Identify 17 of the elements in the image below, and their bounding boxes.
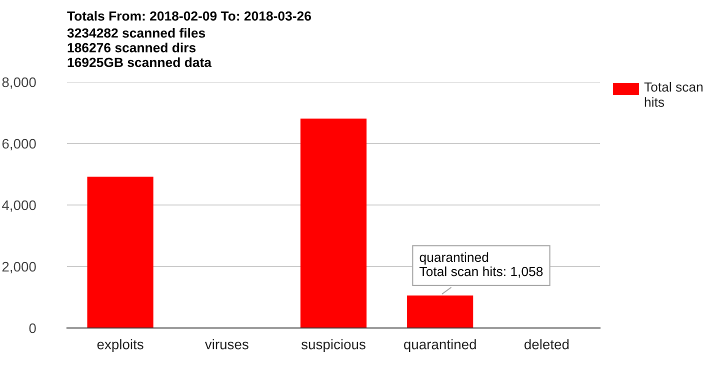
- y-tick-label: 2,000: [2, 262, 36, 274]
- chart-title: Totals From: 2018-02-09 To: 2018-03-26: [67, 11, 311, 21]
- y-tick-label: 4,000: [2, 200, 36, 212]
- y-tick-label: 8,000: [2, 77, 36, 89]
- x-tick-label: suspicious: [301, 339, 366, 352]
- bar: [407, 295, 474, 328]
- legend-label: Total scan hits: [644, 82, 703, 107]
- x-tick-label: quarantined: [404, 339, 476, 352]
- y-tick-label: 0: [29, 323, 36, 334]
- x-tick-label: deleted: [524, 339, 569, 350]
- y-tick-label: 6,000: [2, 138, 36, 150]
- x-tick-label: viruses: [204, 339, 248, 350]
- bar: [87, 176, 154, 328]
- chart-subtitle: 3234282 scanned files 186276 scanned dirs 16925GB scanned data: [67, 28, 212, 68]
- x-tick-label: exploits: [97, 339, 144, 352]
- annotation: quarantined Total scan hits: 1,058: [420, 252, 543, 278]
- bar: [300, 118, 367, 328]
